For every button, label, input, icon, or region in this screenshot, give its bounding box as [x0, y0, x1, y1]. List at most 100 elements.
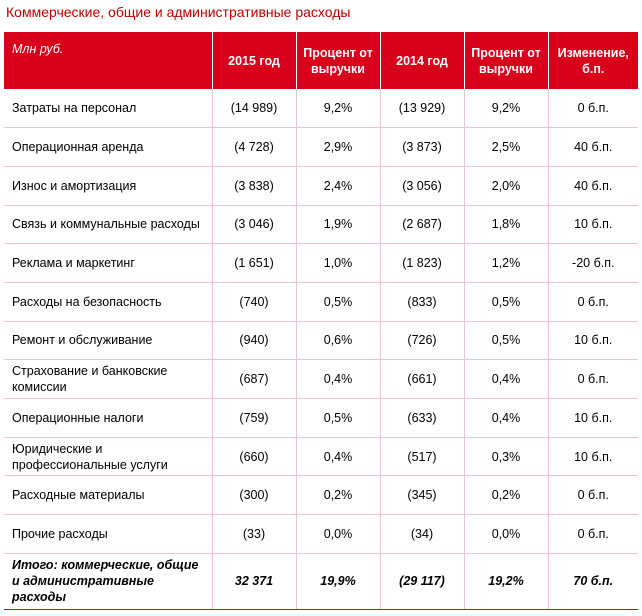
value-2014: (2 687) [379, 205, 464, 245]
change-bp: 0 б.п. [547, 514, 638, 554]
total-value-2015: 32 371 [211, 552, 296, 610]
table-row: Операционная аренда (4 728) 2,9% (3 873) 2,5… [4, 127, 638, 167]
row-label: Затраты на персонал [4, 89, 212, 129]
row-label: Связь и коммунальные расходы [4, 205, 212, 245]
table-row: Реклама и маркетинг (1 651) 1,0% (1 823) 1,2… [4, 243, 638, 283]
change-bp: -20 б.п. [547, 243, 638, 283]
percent-2015: 1,9% [295, 205, 380, 245]
table-row: Ремонт и обслуживание (940) 0,6% (726) 0,5% 1… [4, 321, 638, 361]
table-row: Расходы на безопасность (740) 0,5% (833) 0,5… [4, 282, 638, 322]
table-row: Страхование и банковские комиссии (687) 0,… [4, 359, 638, 399]
value-2015: (940) [211, 321, 296, 361]
percent-2014: 0,5% [463, 282, 548, 322]
table-row: Связь и коммунальные расходы (3 046) 1,9%(… [4, 205, 638, 245]
total-percent-2015: 19,9% [295, 552, 380, 610]
percent-2015: 0,5% [295, 398, 380, 438]
change-bp: 0 б.п. [547, 475, 638, 516]
row-label: Прочие расходы [4, 514, 212, 554]
row-label: Операционная аренда [4, 127, 212, 167]
change-bp: 10 б.п. [547, 437, 638, 477]
change-bp: 10 б.п. [547, 398, 638, 438]
value-2015: (33) [211, 514, 296, 554]
percent-2014: 1,8% [463, 205, 548, 245]
percent-2014: 0,4% [463, 398, 548, 438]
value-2014: (3 873) [379, 127, 464, 167]
change-bp: 0 б.п. [547, 89, 638, 129]
percent-2014: 2,0% [463, 166, 548, 206]
value-2014: (517) [379, 437, 464, 477]
total-row-label: Итого: коммерческие, общие и администрат… [4, 552, 212, 610]
column-header-2014: 2014 год [379, 32, 464, 89]
row-label: Ремонт и обслуживание [4, 321, 212, 361]
table-header-row: Млн руб. 2015 год Процент от выручки 201… [4, 32, 638, 89]
percent-2015: 0,5% [295, 282, 380, 322]
column-header-unit: Млн руб. [4, 32, 212, 89]
value-2015: (1 651) [211, 243, 296, 283]
percent-2015: 1,0% [295, 243, 380, 283]
percent-2014: 9,2% [463, 89, 548, 129]
value-2014: (726) [379, 321, 464, 361]
row-label: Реклама и маркетинг [4, 243, 212, 283]
value-2014: (1 823) [379, 243, 464, 283]
value-2015: (4 728) [211, 127, 296, 167]
percent-2015: 0,4% [295, 437, 380, 477]
percent-2015: 0,2% [295, 475, 380, 516]
value-2015: (759) [211, 398, 296, 438]
percent-2014: 0,2% [463, 475, 548, 516]
percent-2015: 2,9% [295, 127, 380, 167]
column-header-2015: 2015 год [211, 32, 296, 89]
change-bp: 40 б.п. [547, 127, 638, 167]
value-2014: (13 929) [379, 89, 464, 129]
change-bp: 0 б.п. [547, 359, 638, 399]
total-percent-2014: 19,2% [463, 552, 548, 610]
table-row: Износ и амортизация (3 838) 2,4% (3 056) 2,0… [4, 166, 638, 206]
value-2015: (14 989) [211, 89, 296, 129]
change-bp: 0 б.п. [547, 282, 638, 322]
column-header-percent-2014: Процент от выручки [463, 32, 548, 89]
page-title: Коммерческие, общие и административные р… [6, 4, 351, 20]
percent-2014: 2,5% [463, 127, 548, 167]
value-2015: (3 046) [211, 205, 296, 245]
table-row: Юридические и профессиональные услуги (66… [4, 437, 638, 477]
value-2015: (3 838) [211, 166, 296, 206]
percent-2014: 1,2% [463, 243, 548, 283]
table-row: Затраты на персонал (14 989) 9,2% (13 929) 9… [4, 89, 638, 129]
change-bp: 40 б.п. [547, 166, 638, 206]
expenses-table: Млн руб. 2015 год Процент от выручки 201… [4, 32, 638, 610]
value-2014: (34) [379, 514, 464, 554]
percent-2015: 9,2% [295, 89, 380, 129]
row-label: Операционные налоги [4, 398, 212, 438]
value-2014: (345) [379, 475, 464, 516]
value-2014: (833) [379, 282, 464, 322]
value-2014: (661) [379, 359, 464, 399]
row-label: Износ и амортизация [4, 166, 212, 206]
table-row: Операционные налоги (759) 0,5% (633) 0,4% 10 … [4, 398, 638, 438]
total-change-bp: 70 б.п. [547, 552, 638, 610]
value-2014: (633) [379, 398, 464, 438]
value-2015: (300) [211, 475, 296, 516]
percent-2014: 0,4% [463, 359, 548, 399]
column-header-percent-2015: Процент от выручки [295, 32, 380, 89]
total-value-2014: (29 117) [379, 552, 464, 610]
value-2015: (660) [211, 437, 296, 477]
percent-2015: 0,0% [295, 514, 380, 554]
table-row: Прочие расходы (33) 0,0% (34) 0,0% 0 б.п. [4, 514, 638, 554]
percent-2014: 0,5% [463, 321, 548, 361]
row-label: Юридические и профессиональные услуги [4, 437, 212, 477]
percent-2015: 0,4% [295, 359, 380, 399]
percent-2014: 0,3% [463, 437, 548, 477]
percent-2014: 0,0% [463, 514, 548, 554]
value-2015: (687) [211, 359, 296, 399]
value-2014: (3 056) [379, 166, 464, 206]
percent-2015: 2,4% [295, 166, 380, 206]
change-bp: 10 б.п. [547, 205, 638, 245]
row-label: Страхование и банковские комиссии [4, 359, 212, 399]
row-label: Расходы на безопасность [4, 282, 212, 322]
change-bp: 10 б.п. [547, 321, 638, 361]
percent-2015: 0,6% [295, 321, 380, 361]
column-header-change: Изменение, б.п. [547, 32, 638, 89]
row-label: Расходные материалы [4, 475, 212, 516]
table-total-row: Итого: коммерческие, общие и администрат… [4, 552, 638, 610]
value-2015: (740) [211, 282, 296, 322]
table-row: Расходные материалы (300) 0,2% (345) 0,2% 0 б… [4, 475, 638, 516]
